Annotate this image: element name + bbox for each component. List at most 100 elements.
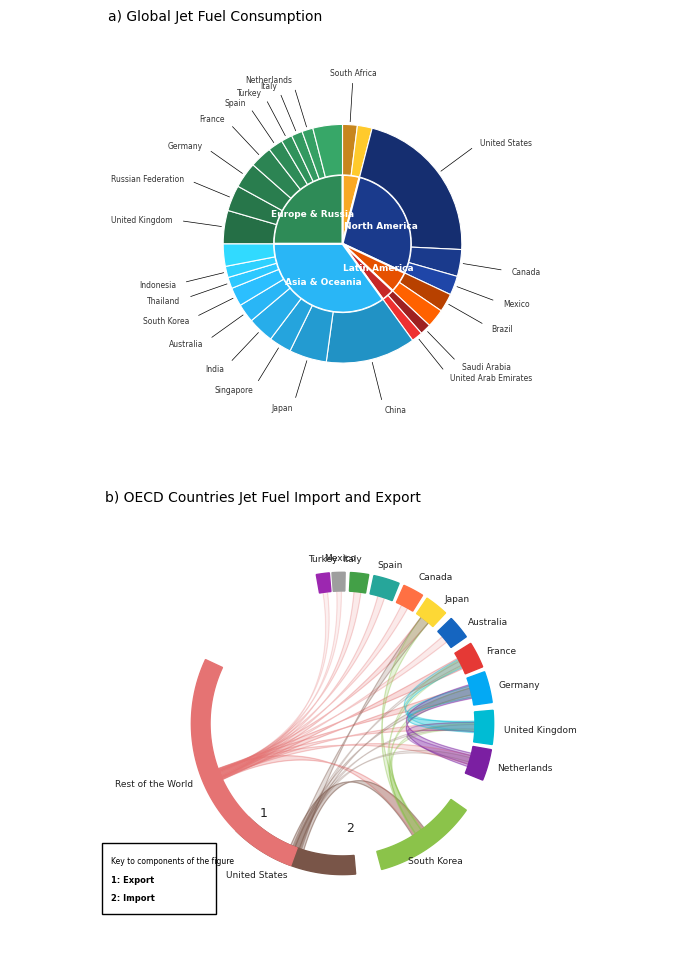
- Polygon shape: [219, 605, 408, 778]
- Wedge shape: [292, 132, 319, 182]
- Polygon shape: [293, 617, 429, 850]
- Wedge shape: [388, 291, 429, 333]
- Text: Australia: Australia: [468, 618, 508, 627]
- Text: Italy: Italy: [260, 82, 277, 91]
- Wedge shape: [360, 129, 462, 250]
- Text: United Kingdom: United Kingdom: [503, 725, 576, 734]
- Polygon shape: [295, 750, 471, 849]
- Polygon shape: [404, 659, 475, 732]
- Wedge shape: [342, 125, 358, 176]
- Text: Turkey: Turkey: [237, 89, 262, 98]
- Text: Canada: Canada: [512, 268, 540, 277]
- Text: Japan: Japan: [444, 594, 469, 603]
- Text: China: China: [384, 406, 406, 415]
- Text: Key to components of the figure: Key to components of the figure: [111, 856, 234, 865]
- Wedge shape: [274, 244, 383, 313]
- Text: 2: 2: [346, 821, 353, 834]
- Polygon shape: [294, 689, 472, 849]
- Text: 1: 1: [260, 807, 267, 820]
- Wedge shape: [399, 274, 451, 312]
- Text: Saudi Arabia: Saudi Arabia: [462, 363, 511, 372]
- Text: South Africa: South Africa: [330, 69, 377, 78]
- Polygon shape: [219, 593, 329, 777]
- Text: Netherlands: Netherlands: [245, 76, 292, 85]
- Text: Russian Federation: Russian Federation: [111, 174, 184, 184]
- Polygon shape: [219, 617, 429, 778]
- Text: Latin America: Latin America: [342, 264, 413, 273]
- Text: b) OECD Countries Jet Fuel Import and Export: b) OECD Countries Jet Fuel Import and Ex…: [105, 491, 421, 505]
- Text: Netherlands: Netherlands: [497, 764, 553, 773]
- Wedge shape: [313, 125, 342, 178]
- Text: a) Global Jet Fuel Consumption: a) Global Jet Fuel Consumption: [108, 10, 322, 23]
- Polygon shape: [191, 660, 297, 866]
- Wedge shape: [240, 280, 290, 322]
- Text: Spain: Spain: [225, 99, 246, 108]
- Text: Europe & Russia: Europe & Russia: [271, 209, 353, 219]
- Polygon shape: [316, 573, 331, 594]
- Wedge shape: [326, 300, 412, 364]
- Text: Japan: Japan: [271, 404, 292, 413]
- Wedge shape: [351, 126, 372, 178]
- Wedge shape: [409, 247, 462, 277]
- Text: South Korea: South Korea: [142, 316, 189, 326]
- Text: France: France: [486, 646, 516, 655]
- Wedge shape: [393, 284, 441, 326]
- Polygon shape: [370, 576, 399, 601]
- FancyBboxPatch shape: [102, 843, 216, 913]
- Polygon shape: [397, 586, 423, 611]
- Wedge shape: [238, 165, 291, 211]
- Wedge shape: [225, 257, 277, 278]
- Text: Canada: Canada: [419, 572, 453, 582]
- Wedge shape: [302, 129, 325, 180]
- Polygon shape: [290, 780, 424, 850]
- Text: Brazil: Brazil: [491, 325, 513, 333]
- Wedge shape: [223, 211, 276, 244]
- Polygon shape: [332, 573, 345, 592]
- Text: United States: United States: [226, 870, 287, 879]
- Polygon shape: [455, 644, 483, 674]
- Polygon shape: [389, 689, 472, 834]
- Wedge shape: [228, 264, 279, 289]
- Polygon shape: [408, 687, 475, 733]
- Polygon shape: [406, 685, 473, 767]
- Text: Singapore: Singapore: [214, 386, 253, 395]
- Polygon shape: [382, 617, 429, 834]
- Text: 1: Export: 1: Export: [111, 874, 154, 884]
- Polygon shape: [473, 711, 494, 744]
- Polygon shape: [467, 672, 493, 705]
- Text: Turkey: Turkey: [308, 555, 338, 564]
- Text: Indonesia: Indonesia: [139, 281, 176, 289]
- Text: Germany: Germany: [499, 681, 540, 689]
- Text: Australia: Australia: [169, 339, 203, 348]
- Wedge shape: [342, 244, 405, 291]
- Wedge shape: [223, 244, 275, 267]
- Polygon shape: [416, 599, 446, 627]
- Polygon shape: [349, 573, 369, 594]
- Wedge shape: [228, 187, 282, 225]
- Polygon shape: [219, 592, 361, 778]
- Text: Rest of the World: Rest of the World: [115, 779, 193, 788]
- Wedge shape: [271, 299, 312, 351]
- Text: Italy: Italy: [342, 555, 362, 564]
- Text: 2: Import: 2: Import: [111, 894, 155, 903]
- Polygon shape: [438, 619, 466, 647]
- Polygon shape: [219, 744, 471, 778]
- Text: India: India: [206, 364, 225, 374]
- Wedge shape: [290, 306, 333, 363]
- Wedge shape: [342, 178, 411, 274]
- Text: South Korea: South Korea: [408, 856, 462, 865]
- Polygon shape: [219, 597, 384, 778]
- Text: United Kingdom: United Kingdom: [112, 216, 173, 225]
- Polygon shape: [295, 725, 475, 849]
- Text: Germany: Germany: [167, 142, 202, 151]
- Text: United States: United States: [480, 139, 532, 148]
- Text: Mexico: Mexico: [324, 554, 356, 562]
- Wedge shape: [282, 137, 313, 185]
- Text: Spain: Spain: [377, 560, 402, 569]
- Wedge shape: [342, 244, 393, 300]
- Text: Asia & Oceania: Asia & Oceania: [285, 278, 362, 288]
- Text: Mexico: Mexico: [503, 300, 530, 309]
- Text: France: France: [200, 115, 225, 124]
- Polygon shape: [388, 660, 462, 834]
- Wedge shape: [383, 296, 421, 341]
